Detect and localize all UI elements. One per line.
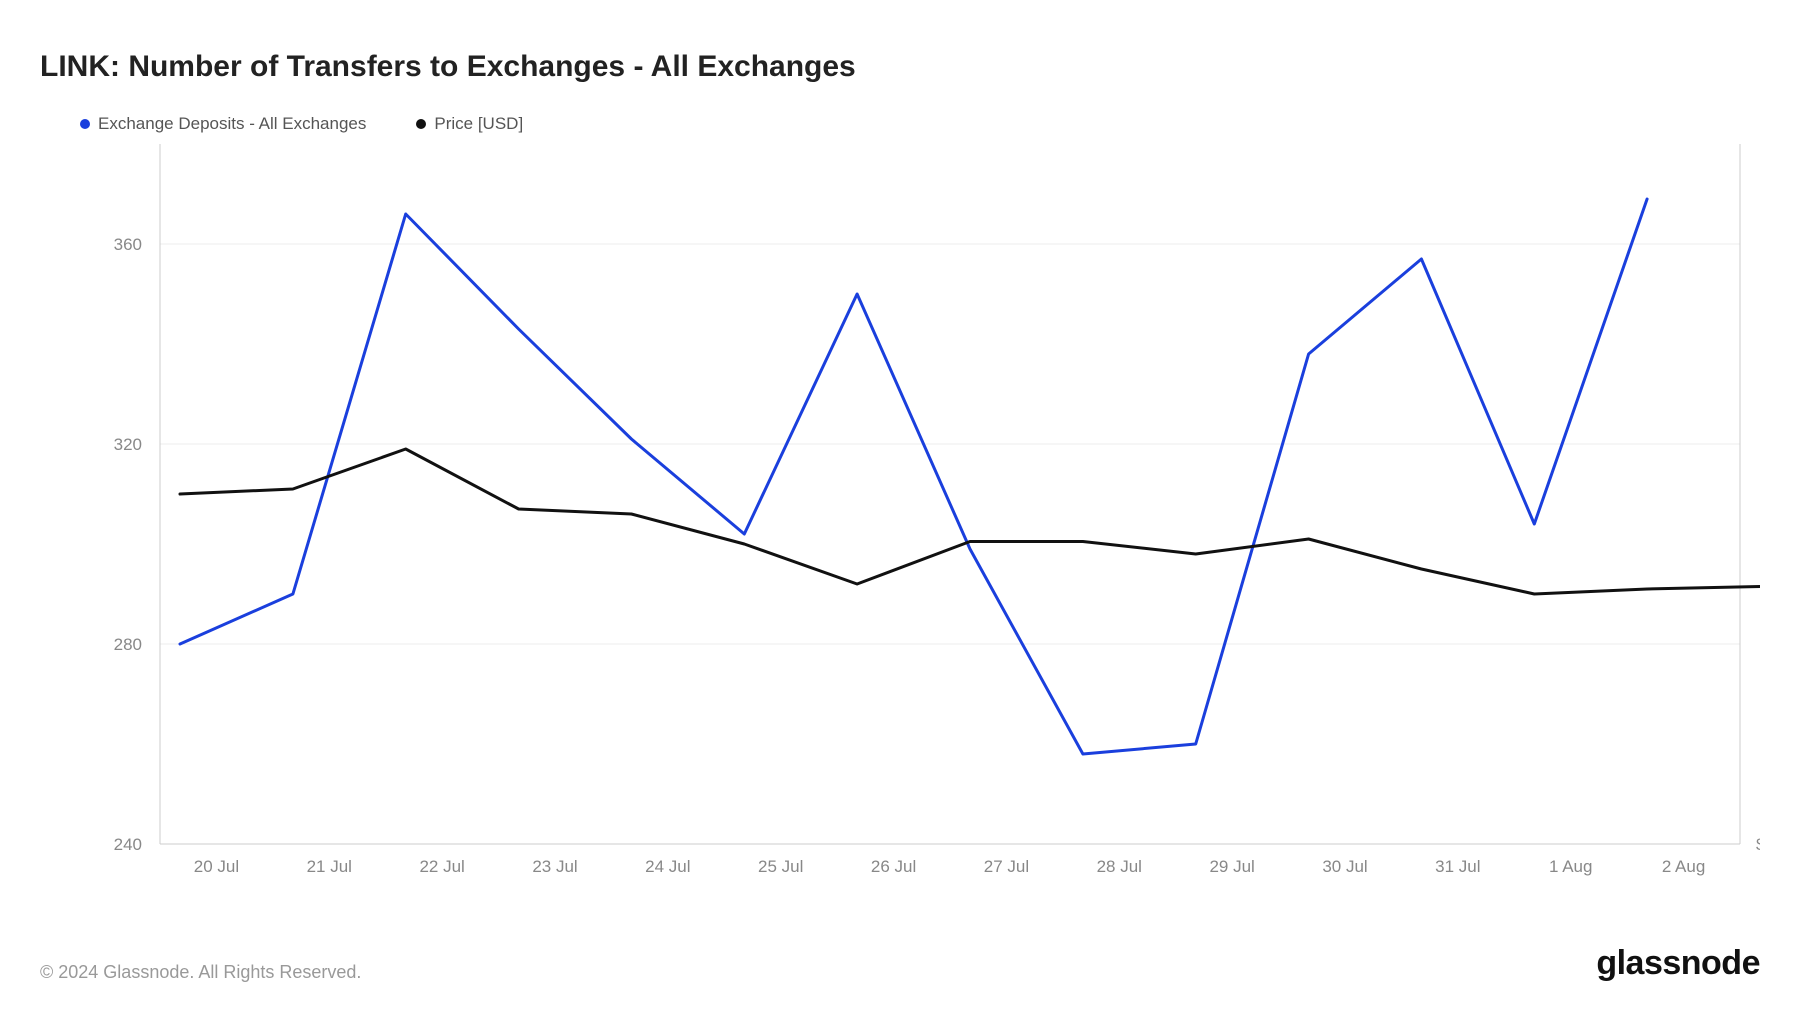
svg-text:22 Jul: 22 Jul [419, 857, 464, 876]
legend-label-price: Price [USD] [434, 114, 523, 134]
svg-text:1 Aug: 1 Aug [1549, 857, 1593, 876]
chart-svg: 240 280 320 360 $10 20 Jul 21 Jul 22 Jul 23 Jul 2… [40, 144, 1760, 904]
svg-text:20 Jul: 20 Jul [194, 857, 239, 876]
legend-label-deposits: Exchange Deposits - All Exchanges [98, 114, 366, 134]
chart-area: 240280320360$1020 Jul21 Jul22 Jul23 Jul2… [40, 144, 1760, 864]
svg-text:320: 320 [114, 435, 142, 454]
footer: © 2024 Glassnode. All Rights Reserved. g… [40, 944, 1760, 983]
legend-swatch-deposits [80, 119, 90, 129]
svg-text:21 Jul: 21 Jul [307, 857, 352, 876]
svg-text:27 Jul: 27 Jul [984, 857, 1029, 876]
legend-item-price: Price [USD] [416, 114, 523, 134]
chart-legend: Exchange Deposits - All Exchanges Price … [80, 114, 1760, 134]
svg-text:31 Jul: 31 Jul [1435, 857, 1480, 876]
svg-text:30 Jul: 30 Jul [1322, 857, 1367, 876]
copyright-text: © 2024 Glassnode. All Rights Reserved. [40, 962, 361, 983]
svg-text:2 Aug: 2 Aug [1662, 857, 1706, 876]
svg-text:26 Jul: 26 Jul [871, 857, 916, 876]
page-root: LINK: Number of Transfers to Exchanges -… [0, 0, 1800, 1013]
svg-text:29 Jul: 29 Jul [1209, 857, 1254, 876]
svg-text:24 Jul: 24 Jul [645, 857, 690, 876]
svg-text:$10: $10 [1756, 835, 1760, 854]
brand-logo: glassnode [1596, 944, 1760, 983]
svg-text:280: 280 [114, 635, 142, 654]
svg-text:240: 240 [114, 835, 142, 854]
legend-item-deposits: Exchange Deposits - All Exchanges [80, 114, 366, 134]
chart-title: LINK: Number of Transfers to Exchanges -… [40, 50, 1760, 84]
svg-text:360: 360 [114, 235, 142, 254]
svg-text:25 Jul: 25 Jul [758, 857, 803, 876]
svg-text:28 Jul: 28 Jul [1097, 857, 1142, 876]
svg-text:23 Jul: 23 Jul [532, 857, 577, 876]
legend-swatch-price [416, 119, 426, 129]
